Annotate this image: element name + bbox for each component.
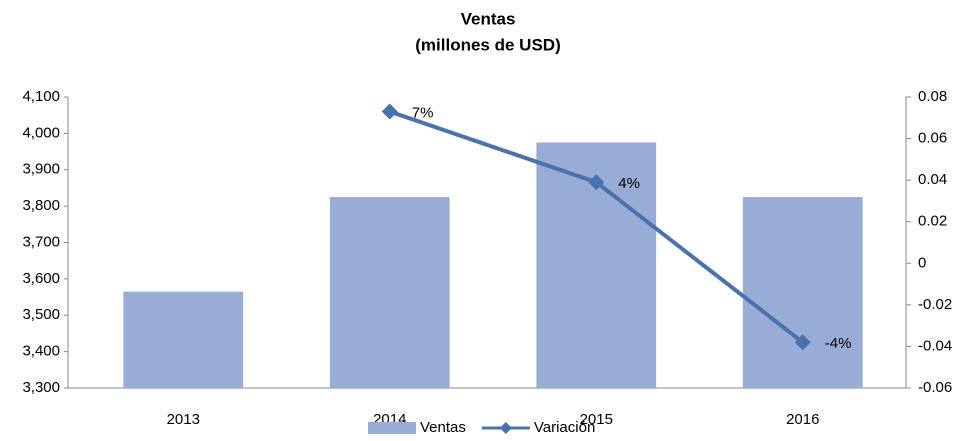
chart-subtitle: (millones de USD) — [415, 35, 560, 54]
y-tick-label: 3,700 — [22, 233, 60, 250]
x-tick-label: 2013 — [167, 411, 200, 428]
y-tick-label: 3,900 — [22, 161, 60, 178]
y2-tick-label: 0 — [918, 254, 926, 271]
marker — [794, 334, 811, 351]
y-tick-label: 3,600 — [22, 270, 60, 287]
data-label: -4% — [825, 335, 852, 352]
y2-tick-label: 0.02 — [918, 213, 947, 230]
y-tick-label: 3,500 — [22, 306, 60, 323]
bar — [742, 197, 863, 388]
y2-tick-label: -0.06 — [918, 379, 952, 396]
chart-title: Ventas — [461, 9, 516, 28]
y2-tick-label: 0.06 — [918, 130, 947, 147]
y-tick-label: 3,800 — [22, 197, 60, 214]
legend-label: Variación — [534, 419, 595, 436]
x-tick-label: 2015 — [580, 411, 613, 428]
bar — [123, 291, 244, 388]
y-tick-label: 4,100 — [22, 88, 60, 105]
data-label: 7% — [412, 105, 434, 122]
y2-tick-label: -0.02 — [918, 296, 952, 313]
bar — [329, 197, 450, 388]
legend-swatch — [368, 422, 416, 434]
marker — [588, 174, 605, 191]
legend-label: Ventas — [420, 419, 466, 436]
y2-tick-label: 0.04 — [918, 171, 947, 188]
y-tick-label: 3,300 — [22, 379, 60, 396]
data-label: 4% — [618, 175, 640, 192]
x-tick-label: 2016 — [786, 411, 819, 428]
y-tick-label: 3,400 — [22, 343, 60, 360]
marker — [381, 103, 398, 120]
y2-tick-label: 0.08 — [918, 88, 947, 105]
y-tick-label: 4,000 — [22, 124, 60, 141]
y2-tick-label: -0.04 — [918, 337, 952, 354]
legend-marker — [499, 422, 512, 434]
